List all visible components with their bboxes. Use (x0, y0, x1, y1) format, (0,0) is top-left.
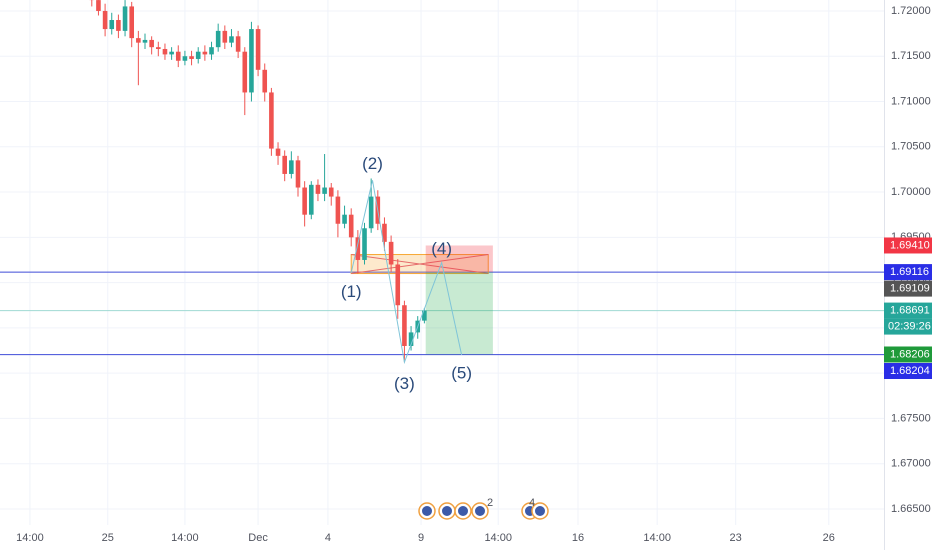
x-tick-label: 14:00 (643, 532, 671, 544)
candle-body (422, 310, 427, 321)
candle-body (169, 51, 174, 55)
price-tag (884, 362, 932, 379)
candle-body (382, 223, 387, 242)
y-tick-label: 1.67000 (891, 458, 931, 470)
candle-body (342, 214, 347, 224)
event-icon-core (535, 506, 545, 516)
price-tag-label: 1.68691 (890, 304, 930, 316)
candle-body (315, 184, 321, 194)
candle-body (355, 237, 361, 260)
y-tick-label: 1.66500 (891, 503, 931, 515)
y-tick-label: 1.70500 (891, 141, 931, 153)
x-tick-label: 14:00 (484, 532, 512, 544)
x-tick-label: 16 (572, 532, 584, 544)
event-icon-core (475, 506, 485, 516)
candle-body (308, 184, 314, 215)
candle-body (249, 29, 254, 93)
wave-label: (2) (362, 154, 383, 173)
candle-body (149, 39, 154, 48)
candle-body (289, 160, 294, 174)
target-zone (425, 272, 493, 355)
candle-body (229, 36, 234, 43)
wave-label: (3) (394, 374, 415, 393)
candle-body (295, 160, 301, 188)
candle-body (262, 69, 268, 93)
wave-line (350, 180, 463, 365)
candle-body (368, 196, 374, 229)
price-tag-label: 1.69109 (890, 283, 930, 295)
x-tick-label: Dec (248, 532, 268, 544)
candle-body (102, 10, 108, 30)
candle-body (328, 187, 334, 197)
wave-label: (4) (431, 239, 452, 258)
event-badge: 2 (487, 497, 493, 509)
x-tick-label: 23 (730, 532, 742, 544)
price-tag (884, 346, 932, 363)
event-badge: 4 (529, 497, 535, 509)
x-tick-label: 14:00 (171, 532, 199, 544)
y-tick-label: 1.71500 (891, 50, 931, 62)
countdown-tag (884, 318, 932, 335)
x-tick-label: 9 (418, 532, 424, 544)
candle-body (195, 51, 201, 59)
event-icon-core (422, 506, 432, 516)
candle-body (122, 6, 128, 31)
candle-body (402, 305, 407, 346)
candle-body (142, 39, 148, 43)
candle-body (209, 47, 214, 55)
candle-body (335, 196, 341, 224)
candle-body (362, 228, 367, 260)
x-tick-label: 26 (823, 532, 835, 544)
y-tick-label: 1.67500 (891, 412, 931, 424)
y-tick-label: 1.72000 (891, 5, 931, 17)
candle-body (395, 264, 401, 306)
candle-body (202, 51, 208, 55)
candle-body (322, 187, 327, 194)
candle-body (269, 92, 274, 149)
price-tag-label: 1.69410 (890, 239, 930, 251)
y-tick-label: 1.70000 (891, 186, 931, 198)
event-icon-core (458, 506, 468, 516)
candle-body (388, 241, 394, 265)
wave-label: (1) (341, 282, 362, 301)
x-tick-label: 14:00 (16, 532, 44, 544)
rectangle-diagonal (351, 254, 489, 275)
candle-body (408, 332, 414, 346)
price-tag (884, 302, 932, 319)
candle-body (96, 0, 101, 11)
candle-body (136, 38, 141, 43)
candle-body (215, 30, 221, 48)
candle-body (242, 51, 248, 93)
candle-body (302, 187, 307, 215)
candle-body (129, 6, 135, 39)
candle-body (222, 30, 228, 43)
price-tag (884, 264, 932, 281)
price-tag-label: 1.68206 (890, 348, 930, 360)
stop-zone (425, 245, 493, 273)
wave-label: (5) (451, 364, 472, 383)
candle-body (348, 214, 354, 238)
countdown: 02:39:26 (888, 320, 931, 332)
x-tick-label: 4 (325, 532, 331, 544)
price-tag (884, 237, 932, 254)
price-tag (884, 280, 932, 297)
candle-body (109, 20, 115, 30)
event-icon-core (442, 506, 452, 516)
candle-body (116, 20, 121, 31)
candle-body (282, 155, 287, 174)
price-tag-label: 1.68204 (890, 365, 930, 377)
y-tick-label: 1.71000 (891, 95, 931, 107)
candle-body (255, 29, 261, 70)
candle-body (156, 47, 161, 49)
price-tag-label: 1.69116 (890, 266, 929, 278)
candle-body (162, 48, 168, 55)
x-tick-label: 25 (102, 532, 114, 544)
candle-body (235, 36, 241, 52)
candle-body (275, 148, 281, 156)
candle-body (175, 51, 181, 61)
candle-body (182, 56, 188, 61)
candle-body (189, 56, 194, 59)
